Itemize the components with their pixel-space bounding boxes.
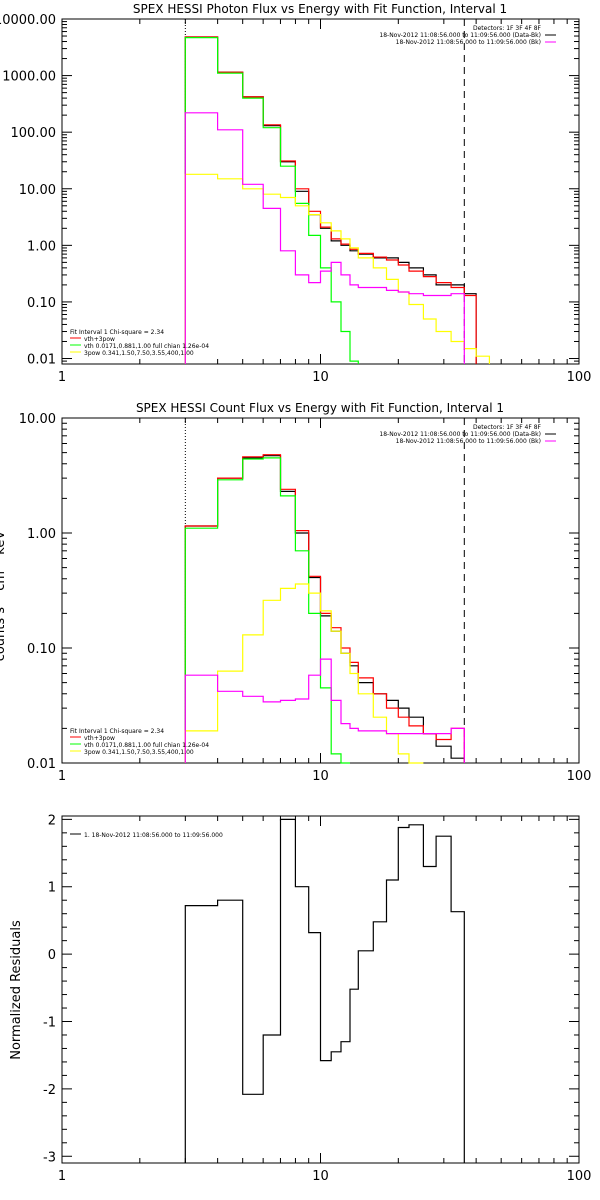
count-flux-legend: vth+3pow vth 0.0171,0.881,1.00 full chia… <box>70 735 209 756</box>
series-line-1 <box>184 454 465 763</box>
count-flux-header-line1: 18-Nov-2012 11:08:56.000 to 11:09:56.000… <box>379 431 541 438</box>
photon-flux-plot-frame <box>61 18 580 365</box>
y-tick-label: 2 <box>48 813 56 828</box>
photon-flux-fit-label: Fit Interval 1 Chi-square = 2.34 <box>70 329 164 336</box>
photon-flux-axes: 1 10 100 0.01 0.10 1.00 10.00 100.00 1000.00 1000… <box>0 13 591 385</box>
residuals-axes: 1 10 100 -3 -2 -1 0 1 2 <box>43 813 591 1184</box>
x-tick-label: 1 <box>58 1169 66 1184</box>
count-flux-title: SPEX HESSI Count Flux vs Energy with Fit… <box>136 401 504 415</box>
y-tick-label: 10.00 <box>19 412 56 427</box>
series-line-3 <box>184 173 490 364</box>
y-tick-label: 100.00 <box>11 126 57 141</box>
legend-label-3pow: 3pow 0.341,1.50,7.50,3.55,400,1.00 <box>84 749 194 756</box>
y-tick-label: 0.01 <box>27 757 56 772</box>
y-tick-label: 1.00 <box>27 239 56 254</box>
count-flux-header-line2: 18-Nov-2012 11:08:56.000 to 11:09:56.000… <box>396 438 541 445</box>
x-tick-label: 1 <box>58 769 66 784</box>
series-line-0 <box>184 818 465 1163</box>
photon-flux-panel: SPEX HESSI Photon Flux vs Energy with Fi… <box>0 2 591 385</box>
count-flux-fit-label: Fit Interval 1 Chi-square = 2.34 <box>70 728 164 735</box>
series-line-2 <box>184 457 350 764</box>
photon-flux-series <box>184 36 490 364</box>
count-flux-series <box>184 454 465 764</box>
count-flux-axes: 1 10 100 0.01 0.10 1.00 10.00 <box>19 412 592 784</box>
y-tick-label: 0.01 <box>27 353 56 368</box>
y-tick-label: 0 <box>48 948 56 963</box>
photon-flux-fit-range-lines <box>184 19 465 364</box>
y-tick-label: 0.10 <box>27 642 56 657</box>
count-flux-detectors-label: Detectors: 1F 3F 4F 8F <box>473 424 542 431</box>
series-line-4 <box>184 112 465 364</box>
series-line-2 <box>184 37 359 364</box>
y-tick-label: 1000.00 <box>2 70 56 85</box>
legend-label-vth: vth 0.0171,0.881,1.00 full chian 1.26e-0… <box>84 742 209 749</box>
x-tick-label: 100 <box>567 1169 592 1184</box>
y-tick-label: 10.00 <box>19 183 56 198</box>
y-tick-label: 1.00 <box>27 527 56 542</box>
photon-flux-title: SPEX HESSI Photon Flux vs Energy with Fi… <box>133 2 507 16</box>
x-tick-label: 1 <box>58 370 66 385</box>
y-tick-label: -3 <box>43 1150 56 1165</box>
photon-flux-header-line1: 18-Nov-2012 11:08:56.000 to 11:09:56.000… <box>379 32 541 39</box>
count-flux-fit-range-lines <box>184 418 465 763</box>
residuals-series <box>184 818 465 1163</box>
residuals-y-axis-label: Normalized Residuals <box>9 920 24 1060</box>
series-line-0 <box>184 455 465 763</box>
residuals-panel: 1 10 100 -3 -2 -1 0 1 2 Normalized Residuals 1. … <box>9 813 591 1184</box>
series-line-0 <box>184 36 477 364</box>
series-line-3 <box>184 583 424 764</box>
count-flux-y-axis-label: counts s⁻¹ cm⁻² keV⁻¹ <box>0 519 8 662</box>
x-tick-label: 10 <box>312 1169 329 1184</box>
photon-flux-detectors-label: Detectors: 1F 3F 4F 8F <box>473 25 542 32</box>
legend-label-vth: vth 0.0171,0.881,1.00 full chian 1.26e-0… <box>84 343 209 350</box>
x-tick-label: 100 <box>567 769 592 784</box>
residuals-legend-label: 1. 18-Nov-2012 11:08:56.000 to 11:09:56.… <box>84 832 223 839</box>
y-tick-label: 0.10 <box>27 296 56 311</box>
photon-flux-legend: vth+3pow vth 0.0171,0.881,1.00 full chia… <box>70 336 209 357</box>
x-tick-label: 10 <box>312 769 329 784</box>
legend-label-vth-3pow: vth+3pow <box>84 735 115 742</box>
photon-flux-header-line2: 18-Nov-2012 11:08:56.000 to 11:09:56.000… <box>396 39 541 46</box>
y-tick-label: -2 <box>43 1083 56 1098</box>
series-line-1 <box>184 36 477 364</box>
series-line-4 <box>184 658 465 763</box>
legend-label-3pow: 3pow 0.341,1.50,7.50,3.55,400,1.00 <box>84 350 194 357</box>
y-tick-label: 1 <box>48 881 56 896</box>
y-tick-label: 10000.00 <box>0 13 56 28</box>
x-tick-label: 100 <box>567 370 592 385</box>
x-tick-label: 10 <box>312 370 329 385</box>
y-tick-label: -1 <box>43 1016 56 1031</box>
count-flux-panel: SPEX HESSI Count Flux vs Energy with Fit… <box>0 401 591 784</box>
legend-label-vth-3pow: vth+3pow <box>84 336 115 343</box>
